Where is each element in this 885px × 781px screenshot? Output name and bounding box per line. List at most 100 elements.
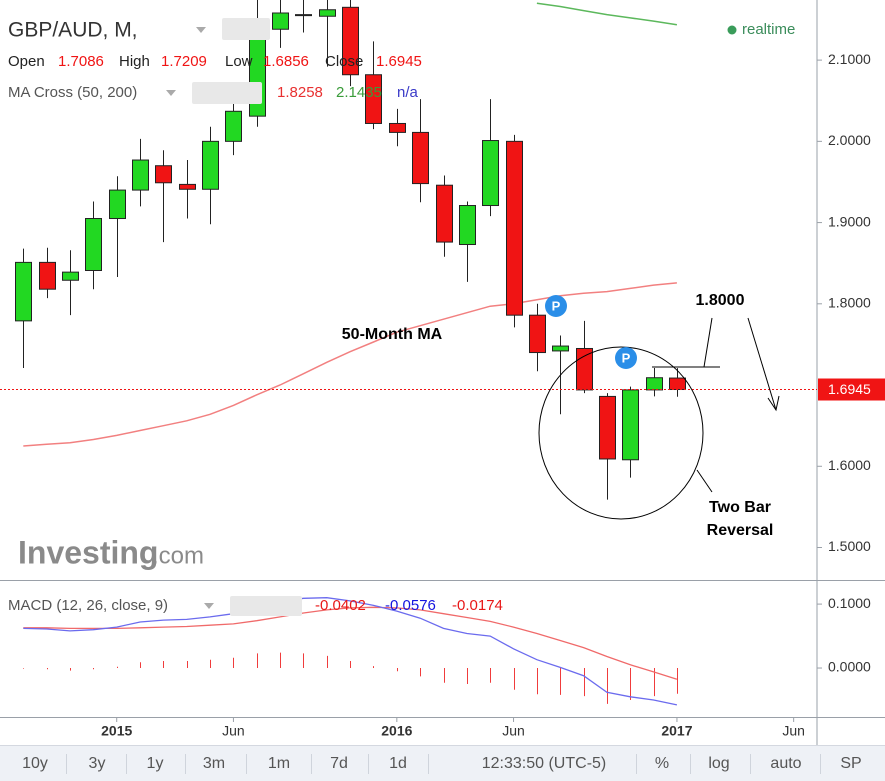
x-tick-label: Jun xyxy=(782,723,805,739)
indicator-value: 2.1435 xyxy=(336,84,382,101)
toolbar-button[interactable]: SP xyxy=(840,755,862,772)
dropdown-arrow xyxy=(204,603,214,609)
candle-body xyxy=(295,14,312,17)
x-tick-label: Jun xyxy=(502,723,525,739)
background xyxy=(0,0,885,745)
dropdown-arrow xyxy=(196,27,206,33)
candle-body xyxy=(389,122,406,133)
icon-buttons[interactable] xyxy=(192,82,262,104)
annotation-arrow xyxy=(747,317,777,411)
macd-line xyxy=(23,597,678,706)
annotation-line xyxy=(696,469,713,493)
toolbar-button[interactable]: 10y xyxy=(22,755,48,772)
pivot-marker xyxy=(545,295,567,317)
y-tick-label: 0.1000 xyxy=(828,595,871,611)
dropdown-arrow xyxy=(166,90,176,96)
candle-body xyxy=(179,183,196,190)
ohlc-value: 1.7209 xyxy=(161,53,207,70)
reversal-circle xyxy=(538,346,704,520)
candle-body xyxy=(272,12,289,30)
candle-body xyxy=(529,314,546,354)
chart-title: GBP/AUD, M, xyxy=(8,19,138,42)
candle-body xyxy=(599,395,616,460)
separator xyxy=(820,754,821,774)
candle-body xyxy=(552,345,569,352)
indicator-value: -0.0174 xyxy=(452,597,503,614)
candle-body xyxy=(622,389,639,461)
toolbar-button[interactable]: auto xyxy=(770,755,802,772)
macd-panel xyxy=(23,597,678,706)
y-tick-label: 0.0000 xyxy=(828,659,871,675)
candle-body xyxy=(39,261,56,290)
annotation-line xyxy=(703,317,713,368)
y-tick-label: 1.9000 xyxy=(828,213,871,229)
annotation: 1.8000 xyxy=(695,292,745,309)
separator xyxy=(428,754,429,774)
candle-body xyxy=(669,377,686,391)
separator xyxy=(690,754,691,774)
ohlc-label: Close xyxy=(325,53,363,70)
y-tick-label: 1.6000 xyxy=(828,457,871,473)
candle-body xyxy=(436,184,453,243)
toolbar-button[interactable]: 3m xyxy=(202,755,226,772)
candle-body xyxy=(342,6,359,76)
separator xyxy=(311,754,312,774)
candle-body xyxy=(62,271,79,281)
axes: 1.5000 1.6000 1.8000 1.9000 2.0000 2.1000 1.69… xyxy=(101,51,885,739)
clock: 12:33:50 (UTC-5) xyxy=(481,755,607,772)
watermark: .com xyxy=(152,542,204,569)
ohlc-label: Low xyxy=(225,53,253,70)
toolbar-button[interactable]: log xyxy=(708,755,730,772)
icon-buttons[interactable] xyxy=(230,596,302,616)
candle-body xyxy=(412,131,429,185)
ohlc-value: 1.7086 xyxy=(58,53,104,70)
x-tick-label: 2017 xyxy=(661,723,692,739)
toolbar-button[interactable]: 1m xyxy=(267,755,291,772)
toolbar: 10y 3y 1y 3m 1m 7d 1d 12:33:50 (UTC-5)% log auto S… xyxy=(0,745,885,781)
ma-line xyxy=(536,2,678,26)
candle-body xyxy=(132,159,149,191)
pivot-marker xyxy=(615,347,637,369)
indicator-value: 1.8258 xyxy=(277,84,323,101)
toolbar-button[interactable]: 1y xyxy=(146,755,164,772)
last-price-box xyxy=(818,378,885,401)
toolbar-button[interactable]: 1d xyxy=(389,755,407,772)
annotation: 50-Month MA xyxy=(341,326,443,343)
icon-buttons[interactable] xyxy=(222,18,270,40)
indicator-name: MACD (12, 26, close, 9) xyxy=(8,597,168,614)
candle-body xyxy=(109,189,126,220)
ohlc-label: High xyxy=(119,53,150,70)
legend: GBP/AUD, M, Open 1.7086 High 1.7209 Low 1.6856… xyxy=(8,18,795,616)
ma-line xyxy=(23,282,677,447)
last-price-label: 1.6945 xyxy=(828,381,871,397)
y-tick-label: 1.8000 xyxy=(828,295,871,311)
ohlc-value: 1.6856 xyxy=(263,53,309,70)
toolbar-button[interactable]: % xyxy=(654,755,670,772)
indicator-value: -0.0576 xyxy=(385,597,436,614)
candle-body xyxy=(506,140,523,316)
x-tick-label: 2015 xyxy=(101,723,132,739)
indicator-value: -0.0402 xyxy=(315,597,366,614)
candle-body xyxy=(459,205,476,246)
toolbar-button[interactable]: 3y xyxy=(88,755,106,772)
candle-body xyxy=(85,218,102,272)
separator xyxy=(185,754,186,774)
y-tick-label: 2.0000 xyxy=(828,132,871,148)
status-label: realtime xyxy=(742,21,795,38)
x-tick-label: Jun xyxy=(222,723,245,739)
separator xyxy=(750,754,751,774)
candle-body xyxy=(155,165,172,184)
indicator-name: MA Cross (50, 200) xyxy=(8,84,137,101)
toolbar-button[interactable]: 7d xyxy=(330,755,348,772)
candle-body xyxy=(225,110,242,142)
separator xyxy=(246,754,247,774)
candle-body xyxy=(646,377,663,391)
y-tick-label: 2.1000 xyxy=(828,51,871,67)
candle-body xyxy=(15,261,32,322)
pivot-marker-label: P xyxy=(622,350,631,365)
chart: 1.5000 1.6000 1.8000 1.9000 2.0000 2.1000 1.69… xyxy=(0,0,885,745)
ohlc-value: 1.6945 xyxy=(376,53,422,70)
annotation: Two Bar Reversal xyxy=(706,499,774,539)
watermark: Investing xyxy=(18,534,158,570)
indicator-status: n/a xyxy=(397,84,419,101)
